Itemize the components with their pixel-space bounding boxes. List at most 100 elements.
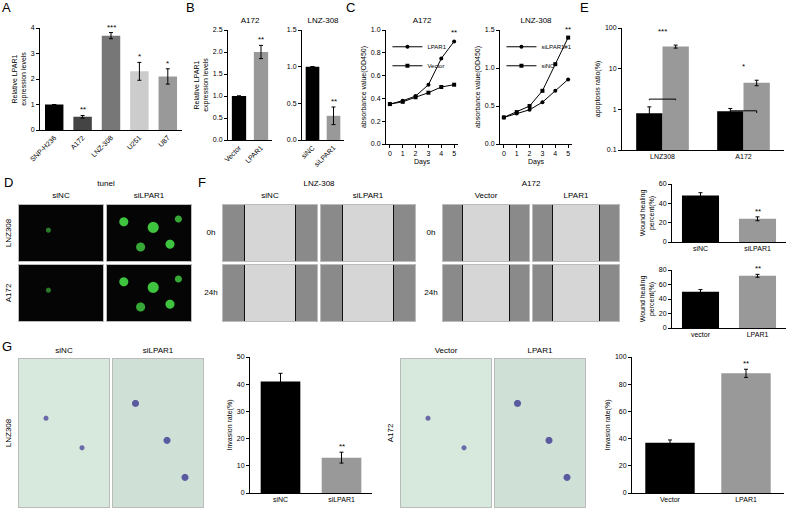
svg-text:60: 60	[659, 180, 667, 187]
svg-text:Wound healingpercent(%): Wound healingpercent(%)	[639, 276, 656, 323]
svg-text:0.5: 0.5	[287, 100, 297, 107]
svg-text:80: 80	[619, 381, 627, 388]
svg-text:**: **	[331, 97, 337, 106]
svg-text:siLPAR1: siLPAR1	[313, 144, 337, 168]
svg-text:0.0: 0.0	[213, 136, 223, 143]
svg-text:Vector: Vector	[660, 496, 681, 503]
svg-text:Vector: Vector	[427, 63, 444, 69]
svg-text:absorbance value(OD450): absorbance value(OD450)	[360, 46, 368, 128]
svg-text:siNC: siNC	[541, 63, 555, 69]
svg-text:0.5: 0.5	[213, 114, 223, 121]
svg-text:3: 3	[31, 50, 35, 57]
svg-text:**: **	[755, 264, 761, 273]
svg-text:A172: A172	[735, 153, 751, 160]
svg-text:Relative LPAR1expression level: Relative LPAR1expression levels	[193, 58, 210, 112]
svg-text:2.0: 2.0	[213, 48, 223, 55]
svg-text:40: 40	[659, 200, 667, 207]
svg-text:LPAR1: LPAR1	[747, 331, 769, 338]
svg-text:0: 0	[388, 150, 392, 157]
svg-text:**: **	[743, 359, 749, 368]
svg-text:*: *	[166, 59, 169, 68]
svg-text:60: 60	[659, 281, 667, 288]
svg-text:20: 20	[619, 462, 627, 469]
svg-text:3: 3	[426, 150, 430, 157]
svg-text:0.6: 0.6	[371, 72, 381, 79]
svg-text:0.2: 0.2	[371, 118, 381, 125]
svg-text:siNC: siNC	[693, 245, 708, 252]
svg-text:10: 10	[237, 462, 245, 469]
svg-text:0: 0	[502, 150, 506, 157]
svg-text:LPAR1: LPAR1	[244, 144, 264, 164]
svg-text:A172: A172	[241, 16, 260, 25]
svg-text:LNZ308: LNZ308	[650, 153, 675, 160]
svg-text:0.1: 0.1	[607, 146, 617, 153]
svg-text:**: **	[565, 25, 571, 34]
svg-text:**: **	[80, 105, 86, 114]
svg-text:2: 2	[414, 150, 418, 157]
svg-text:0.8: 0.8	[371, 49, 381, 56]
svg-text:Vector: Vector	[223, 144, 242, 163]
svg-text:80: 80	[659, 266, 667, 273]
svg-text:20: 20	[237, 435, 245, 442]
svg-text:4: 4	[553, 150, 557, 157]
svg-text:1.0: 1.0	[371, 26, 381, 33]
svg-text:U87: U87	[157, 134, 171, 148]
svg-text:**: **	[451, 28, 457, 37]
svg-text:2: 2	[528, 150, 532, 157]
svg-text:LNZ-308: LNZ-308	[520, 16, 552, 25]
svg-text:20: 20	[659, 219, 667, 226]
svg-text:LNZ-308: LNZ-308	[90, 134, 114, 158]
svg-text:2.5: 2.5	[213, 26, 223, 33]
svg-text:0: 0	[31, 126, 35, 133]
svg-text:apoptosis ratio(%): apoptosis ratio(%)	[594, 61, 602, 117]
svg-text:1: 1	[613, 106, 617, 113]
svg-text:4: 4	[439, 150, 443, 157]
svg-text:2: 2	[31, 75, 35, 82]
svg-text:Wound healingpercent(%): Wound healingpercent(%)	[639, 190, 656, 237]
svg-text:3: 3	[540, 150, 544, 157]
svg-text:siLPAR1: siLPAR1	[328, 496, 355, 503]
svg-text:40: 40	[237, 381, 245, 388]
svg-text:1.5: 1.5	[485, 26, 495, 33]
svg-text:1.5: 1.5	[287, 26, 297, 33]
svg-text:1: 1	[515, 150, 519, 157]
svg-text:Days: Days	[528, 158, 544, 166]
svg-text:1: 1	[31, 101, 35, 108]
svg-text:30: 30	[237, 408, 245, 415]
svg-text:1.0: 1.0	[213, 92, 223, 99]
svg-text:0: 0	[663, 238, 667, 245]
svg-text:0.0: 0.0	[485, 140, 495, 147]
svg-text:1.5: 1.5	[213, 70, 223, 77]
svg-text:A172: A172	[413, 16, 432, 25]
svg-text:siLPAR1#1: siLPAR1#1	[541, 44, 571, 50]
svg-text:Days: Days	[414, 158, 430, 166]
svg-text:100: 100	[605, 24, 617, 31]
svg-text:**: **	[258, 35, 264, 44]
svg-text:LPAR1: LPAR1	[735, 496, 757, 503]
svg-text:0: 0	[241, 489, 245, 496]
svg-text:vector: vector	[691, 331, 711, 338]
svg-text:5: 5	[452, 150, 456, 157]
svg-text:100: 100	[615, 353, 627, 360]
svg-text:***: ***	[658, 27, 667, 36]
svg-text:0.0: 0.0	[371, 140, 381, 147]
svg-text:40: 40	[619, 435, 627, 442]
svg-text:1.0: 1.0	[287, 63, 297, 70]
svg-text:0: 0	[663, 324, 667, 331]
svg-text:40: 40	[659, 295, 667, 302]
svg-text:***: ***	[107, 23, 116, 32]
svg-text:siNC: siNC	[300, 144, 316, 160]
svg-text:10: 10	[609, 65, 617, 72]
svg-text:20: 20	[659, 310, 667, 317]
svg-text:*: *	[138, 52, 141, 61]
svg-text:**: **	[339, 442, 345, 451]
svg-text:siLPAR1: siLPAR1	[744, 245, 771, 252]
svg-text:siNC: siNC	[273, 496, 288, 503]
svg-text:0.4: 0.4	[371, 95, 381, 102]
svg-text:Invasion rate(%): Invasion rate(%)	[226, 400, 234, 451]
svg-text:0: 0	[623, 489, 627, 496]
svg-text:SNP-H236: SNP-H236	[29, 134, 58, 163]
svg-text:4: 4	[31, 24, 35, 31]
svg-text:1: 1	[401, 150, 405, 157]
svg-text:*: *	[742, 62, 745, 71]
